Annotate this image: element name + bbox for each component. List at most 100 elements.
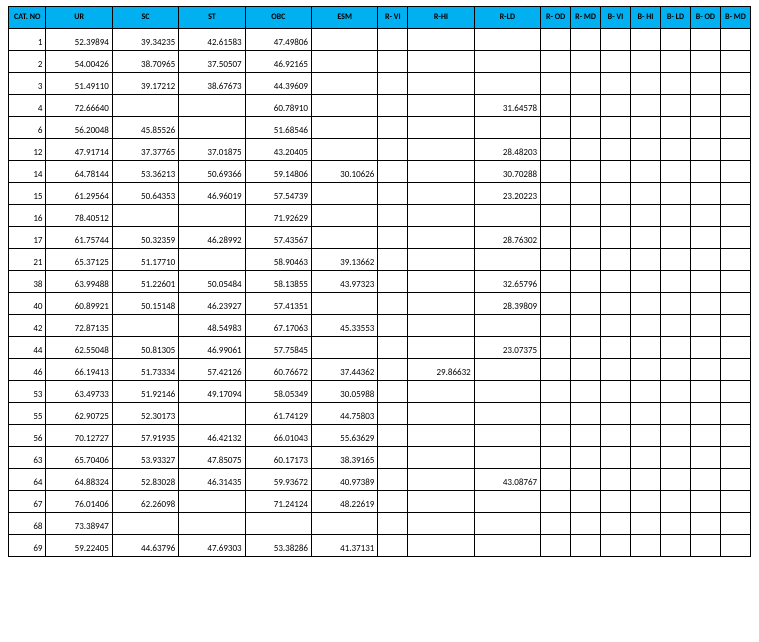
cell-b_hi	[630, 51, 660, 73]
cell-r_od	[541, 205, 571, 227]
cell-sc: 37.37765	[112, 139, 178, 161]
cell-st: 50.05484	[179, 271, 245, 293]
header-b_hi: B- HI	[630, 7, 660, 29]
cell-ur: 63.99488	[46, 271, 112, 293]
cell-r_vi	[378, 381, 408, 403]
cell-b_vi	[601, 535, 631, 557]
header-sc: SC	[112, 7, 178, 29]
cell-ur: 63.49733	[46, 381, 112, 403]
cell-cat_no: 63	[9, 447, 46, 469]
cell-b_md	[720, 95, 750, 117]
cell-b_ld	[660, 381, 690, 403]
cell-b_ld	[660, 227, 690, 249]
cell-r_od	[541, 51, 571, 73]
cell-cat_no: 69	[9, 535, 46, 557]
cell-r_hi	[408, 293, 474, 315]
cell-b_vi	[601, 271, 631, 293]
cell-b_md	[720, 73, 750, 95]
cell-b_hi	[630, 425, 660, 447]
cell-st	[179, 513, 245, 535]
cell-st: 46.42132	[179, 425, 245, 447]
cell-r_vi	[378, 293, 408, 315]
cell-r_ld	[474, 51, 540, 73]
cell-b_md	[720, 337, 750, 359]
cell-r_ld	[474, 491, 540, 513]
cell-r_od	[541, 139, 571, 161]
cell-st: 48.54983	[179, 315, 245, 337]
cell-ur: 73.38947	[46, 513, 112, 535]
cell-b_ld	[660, 249, 690, 271]
cell-sc: 53.93327	[112, 447, 178, 469]
cell-r_od	[541, 73, 571, 95]
cell-b_hi	[630, 469, 660, 491]
cell-r_od	[541, 469, 571, 491]
cell-sc: 52.30173	[112, 403, 178, 425]
cell-obc: 66.01043	[245, 425, 311, 447]
cell-b_od	[690, 249, 720, 271]
cell-b_vi	[601, 139, 631, 161]
cell-ur: 61.75744	[46, 227, 112, 249]
cell-ur: 76.01406	[46, 491, 112, 513]
cell-sc	[112, 205, 178, 227]
cell-b_md	[720, 249, 750, 271]
cell-b_ld	[660, 139, 690, 161]
cell-b_md	[720, 293, 750, 315]
cell-sc: 50.15148	[112, 293, 178, 315]
cell-obc: 71.24124	[245, 491, 311, 513]
cell-r_ld	[474, 403, 540, 425]
cell-sc: 50.32359	[112, 227, 178, 249]
cell-b_od	[690, 359, 720, 381]
table-row: 4060.8992150.1514846.2392757.4135128.398…	[9, 293, 751, 315]
cell-esm	[311, 227, 377, 249]
cell-cat_no: 17	[9, 227, 46, 249]
cell-b_md	[720, 491, 750, 513]
cell-b_od	[690, 315, 720, 337]
cell-obc: 44.39609	[245, 73, 311, 95]
cell-st	[179, 403, 245, 425]
cell-obc: 47.49806	[245, 29, 311, 51]
cell-r_hi	[408, 117, 474, 139]
cell-st: 42.61583	[179, 29, 245, 51]
cell-sc	[112, 95, 178, 117]
cell-esm: 55.63629	[311, 425, 377, 447]
table-row: 1464.7814453.3621350.6936659.1480630.106…	[9, 161, 751, 183]
cell-r_hi	[408, 491, 474, 513]
cell-r_hi	[408, 425, 474, 447]
cell-esm	[311, 293, 377, 315]
cell-r_hi	[408, 227, 474, 249]
cell-st: 47.85075	[179, 447, 245, 469]
cell-b_md	[720, 139, 750, 161]
cell-st: 37.01875	[179, 139, 245, 161]
cell-r_vi	[378, 95, 408, 117]
cell-ur: 64.78144	[46, 161, 112, 183]
header-r_vi: R- VI	[378, 7, 408, 29]
cell-b_vi	[601, 249, 631, 271]
cell-sc: 51.17710	[112, 249, 178, 271]
cell-obc: 67.17063	[245, 315, 311, 337]
cell-b_hi	[630, 381, 660, 403]
header-obc: OBC	[245, 7, 311, 29]
cell-obc: 61.74129	[245, 403, 311, 425]
table-row: 254.0042638.7096537.5050746.92165	[9, 51, 751, 73]
cell-obc: 60.17173	[245, 447, 311, 469]
cell-r_od	[541, 337, 571, 359]
cell-r_vi	[378, 491, 408, 513]
cell-r_ld	[474, 205, 540, 227]
cell-sc	[112, 315, 178, 337]
cell-r_hi	[408, 29, 474, 51]
cell-r_md	[571, 381, 601, 403]
cell-st	[179, 95, 245, 117]
cell-b_hi	[630, 271, 660, 293]
cell-b_md	[720, 447, 750, 469]
cell-r_vi	[378, 227, 408, 249]
header-st: ST	[179, 7, 245, 29]
cell-esm: 43.97323	[311, 271, 377, 293]
cell-b_od	[690, 447, 720, 469]
cell-r_ld	[474, 315, 540, 337]
cell-r_md	[571, 491, 601, 513]
table-row: 5363.4973351.9214649.1709458.0534930.059…	[9, 381, 751, 403]
table-row: 472.6664060.7891031.64578	[9, 95, 751, 117]
cell-r_md	[571, 205, 601, 227]
cell-b_md	[720, 29, 750, 51]
cell-b_od	[690, 403, 720, 425]
